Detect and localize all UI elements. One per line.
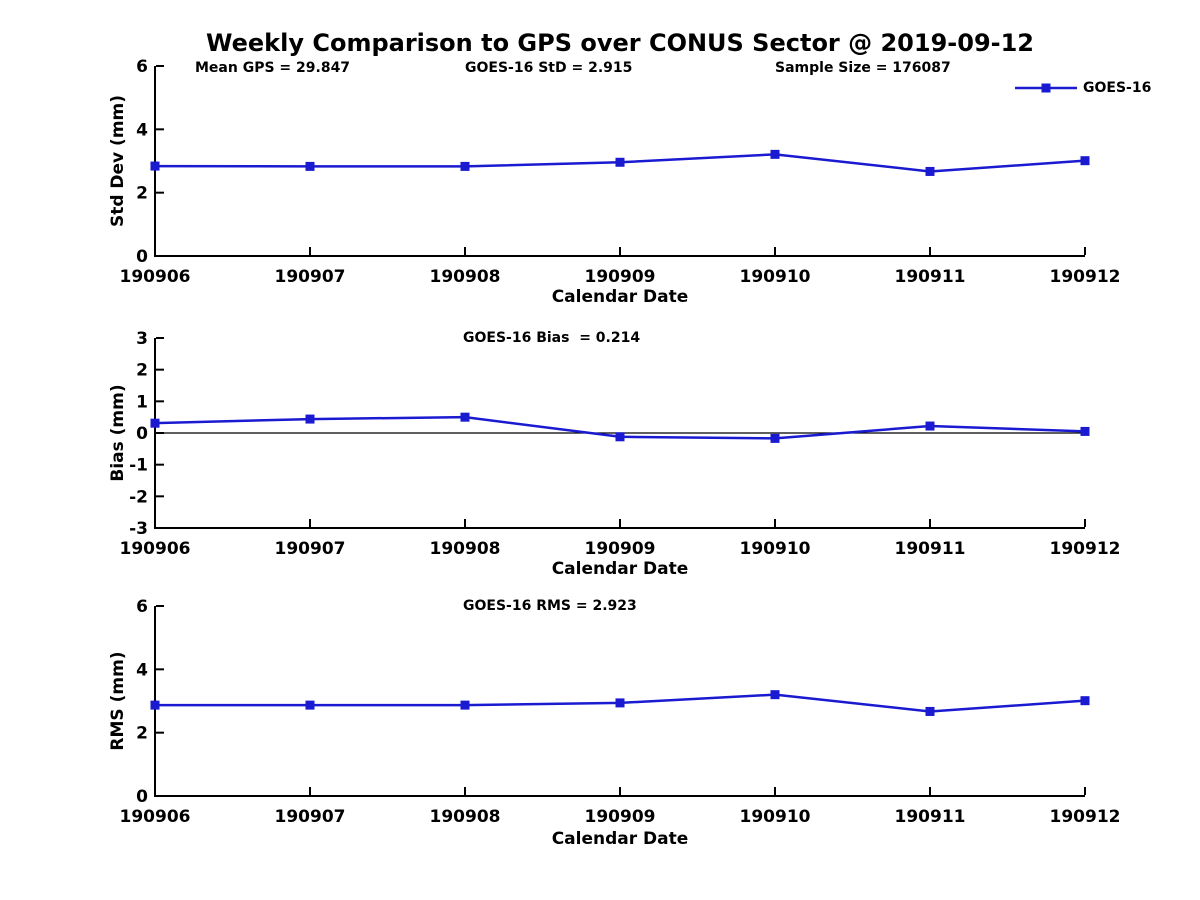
rms-y-tick-label: 6 <box>136 597 148 617</box>
std-dev-x-tick-label: 190909 <box>585 267 656 287</box>
bias-y-tick-label: 3 <box>136 329 148 349</box>
rms-series-marker <box>925 706 935 716</box>
bias-y-tick-label: -3 <box>129 519 148 539</box>
legend-label: GOES-16 <box>1083 80 1152 96</box>
rms-series-marker <box>150 700 160 710</box>
rms-y-tick-label: 0 <box>136 787 148 807</box>
std-dev-y-tick-label: 2 <box>136 184 148 204</box>
figure-title: Weekly Comparison to GPS over CONUS Sect… <box>205 29 1034 57</box>
std-dev-series-marker <box>1080 156 1090 166</box>
std-dev-axes <box>154 66 1085 257</box>
bias-series-marker <box>615 432 625 442</box>
bias-y-tick-label: 1 <box>136 392 148 412</box>
bias-x-tick-label: 190906 <box>120 539 191 559</box>
bias-series-marker <box>460 412 470 422</box>
legend: GOES-16 <box>1015 80 1151 96</box>
bias-y-tick-label: 2 <box>136 361 148 381</box>
std-dev-y-tick-label: 0 <box>136 247 148 267</box>
rms-x-tick-label: 190909 <box>585 807 656 827</box>
ylabel-std-dev: Std Dev (mm) <box>108 94 128 228</box>
rms-series-marker <box>460 700 470 710</box>
std-dev-x-tick-label: 190912 <box>1050 267 1121 287</box>
std-dev-x-tick-label: 190911 <box>895 267 966 287</box>
bias-axes <box>154 338 1085 529</box>
bias-x-tick-label: 190907 <box>275 539 346 559</box>
bias-series-marker <box>150 418 160 428</box>
rms-x-tick-label: 190912 <box>1050 807 1121 827</box>
annotation-goes16-bias: GOES-16 Bias = 0.214 <box>463 330 641 346</box>
rms-series-marker <box>1080 696 1090 706</box>
std-dev-y-tick-label: 4 <box>136 120 148 140</box>
xlabel-calendar-date-middle: Calendar Date <box>551 559 689 579</box>
std-dev-y-tick-label: 6 <box>136 57 148 77</box>
annotation-goes16-rms: GOES-16 RMS = 2.923 <box>463 598 637 614</box>
bias-y-tick-label: 0 <box>136 424 148 444</box>
rms-series-marker <box>770 690 780 700</box>
legend-marker <box>1041 83 1051 93</box>
std-dev-x-tick-label: 190906 <box>120 267 191 287</box>
annotation-goes16-std: GOES-16 StD = 2.915 <box>465 60 633 76</box>
rms-x-tick-label: 190906 <box>120 807 191 827</box>
bias-series-marker <box>1080 426 1090 436</box>
rms-x-tick-label: 190910 <box>740 807 811 827</box>
std-dev-series-marker <box>615 157 625 167</box>
std-dev-x-tick-label: 190908 <box>430 267 501 287</box>
rms-series-marker <box>615 698 625 708</box>
bias-y-tick-label: -2 <box>129 487 148 507</box>
bias-x-tick-label: 190909 <box>585 539 656 559</box>
bias-x-tick-label: 190908 <box>430 539 501 559</box>
ylabel-bias: Bias (mm) <box>108 384 128 482</box>
bias-series-marker <box>925 421 935 431</box>
rms-x-tick-label: 190907 <box>275 807 346 827</box>
rms-y-tick-label: 2 <box>136 724 148 744</box>
rms-axes <box>154 606 1085 797</box>
annotation-sample-size: Sample Size = 176087 <box>775 60 951 76</box>
std-dev-series-marker <box>460 161 470 171</box>
rms-subplot: 0 2 4 6 190906 190907 190908 190909 190910 190911… <box>120 597 1121 827</box>
xlabel-calendar-date-bottom: Calendar Date <box>551 829 689 849</box>
std-dev-x-tick-label: 190910 <box>740 267 811 287</box>
bias-y-tick-label: -1 <box>129 456 148 476</box>
xlabel-calendar-date-top: Calendar Date <box>551 287 689 307</box>
rms-y-tick-label: 4 <box>136 660 148 680</box>
bias-x-tick-label: 190912 <box>1050 539 1121 559</box>
bias-x-tick-label: 190911 <box>895 539 966 559</box>
legend-line-marker-icon <box>1015 83 1077 93</box>
annotation-mean-gps: Mean GPS = 29.847 <box>195 60 351 76</box>
ylabel-rms: RMS (mm) <box>108 651 128 751</box>
bias-subplot: -3 -2 -1 0 1 2 3 190906 190907 190908 190909 190910… <box>120 329 1121 559</box>
std-dev-subplot: 0 2 4 6 190906 190907 190908 190909 190910 190911… <box>120 57 1121 287</box>
std-dev-series-marker <box>150 161 160 171</box>
std-dev-series-marker <box>925 166 935 176</box>
std-dev-x-tick-label: 190907 <box>275 267 346 287</box>
std-dev-series-marker <box>770 149 780 159</box>
rms-series-marker <box>305 700 315 710</box>
std-dev-series-marker <box>305 161 315 171</box>
bias-series-marker <box>305 414 315 424</box>
bias-x-tick-label: 190910 <box>740 539 811 559</box>
bias-series-marker <box>770 433 780 443</box>
rms-x-tick-label: 190908 <box>430 807 501 827</box>
rms-x-tick-label: 190911 <box>895 807 966 827</box>
